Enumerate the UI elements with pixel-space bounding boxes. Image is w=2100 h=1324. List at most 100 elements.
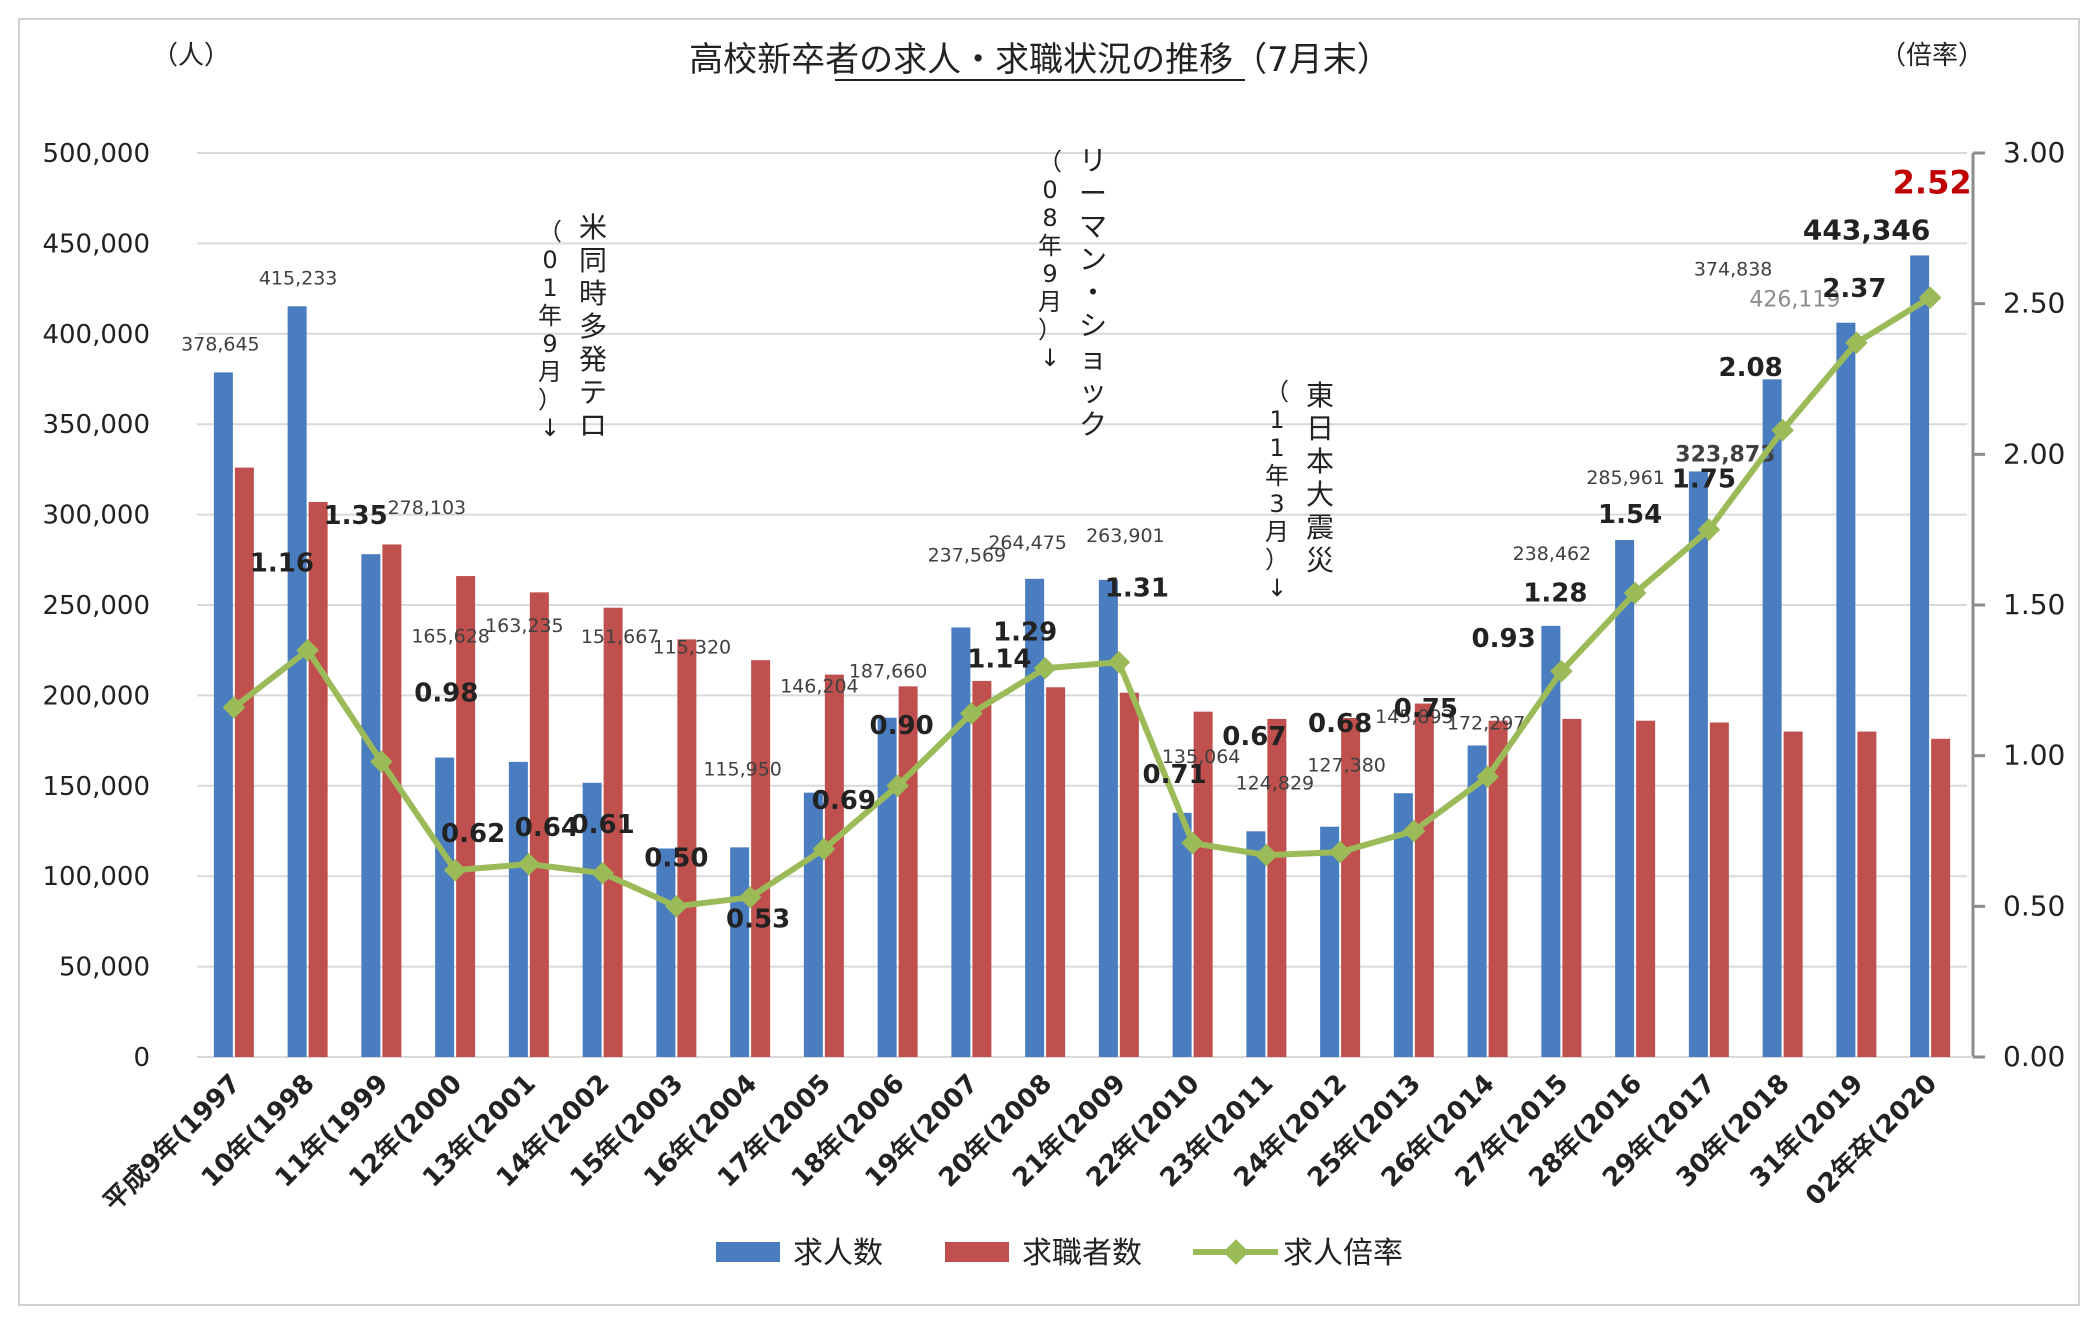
ratio-marker — [812, 837, 836, 861]
annotation-char: 大 — [1306, 478, 1334, 511]
x-tick-label: 02年卒(2020 — [1799, 1068, 1943, 1212]
y-tick-label: 150,000 — [42, 772, 150, 802]
bar-job-seekers — [456, 576, 476, 1057]
y-tick-label: 250,000 — [42, 591, 150, 621]
ratio-marker — [1623, 581, 1647, 605]
ratio-marker — [665, 895, 688, 918]
annotation-char: 本 — [1306, 445, 1334, 478]
bar-job-offers — [951, 627, 971, 1057]
bar-value-label: 127,380 — [1307, 755, 1386, 777]
bar-job-seekers — [1709, 722, 1729, 1057]
y-tick-label: 200,000 — [42, 681, 150, 711]
bar-value-label: 285,961 — [1586, 467, 1665, 489]
annotation-sub-char: ） — [1265, 546, 1289, 574]
bar-job-offers — [508, 761, 528, 1057]
bar-value-label: 426,119 — [1749, 288, 1840, 313]
y-tick-label: 0 — [133, 1043, 150, 1073]
annotation-sub-char: 9 — [1042, 260, 1057, 288]
ratio-marker — [1402, 819, 1426, 843]
ratio-marker — [960, 702, 983, 725]
ratio-value-label: 0.98 — [414, 679, 478, 709]
annotation-char: 多 — [579, 310, 607, 343]
bar-job-offers — [1615, 539, 1635, 1057]
annotation-char: 震 — [1306, 511, 1334, 544]
y-tick-label: 400,000 — [42, 320, 150, 350]
y2-tick-label: 0.50 — [2003, 889, 2065, 922]
ratio-value-label: 2.52 — [1893, 164, 1972, 202]
ratio-marker — [1328, 840, 1352, 864]
ratio-marker — [443, 858, 467, 882]
bar-job-seekers — [1636, 720, 1656, 1057]
bar-job-offers — [213, 372, 233, 1057]
ratio-value-label: 0.93 — [1472, 624, 1536, 654]
bar-job-offers — [1098, 579, 1118, 1057]
annotation-char: 災 — [1306, 544, 1334, 577]
bar-job-offers — [1910, 255, 1930, 1058]
bar-job-offers — [1541, 625, 1561, 1057]
bar-job-seekers — [1931, 738, 1951, 1057]
bar-job-seekers — [1783, 731, 1803, 1057]
legend-label-job-seekers: 求職者数 — [1022, 1236, 1142, 1271]
y2-tick-label: 2.00 — [2003, 437, 2065, 470]
ratio-value-label: 0.68 — [1308, 709, 1372, 739]
bar-job-offers — [1320, 826, 1340, 1057]
bar-value-label: 187,660 — [849, 661, 928, 683]
annotation-char: ・ — [1079, 276, 1107, 309]
annotation-sub-char: 1 — [542, 274, 557, 302]
bar-job-offers — [730, 847, 750, 1057]
bar-job-seekers — [1341, 718, 1361, 1057]
ratio-marker — [1550, 659, 1573, 683]
legend-label-ratio: 求人倍率 — [1283, 1236, 1403, 1271]
bar-value-label: 378,645 — [181, 333, 260, 355]
annotation-sub-char: 0 — [1042, 176, 1057, 204]
ratio-marker — [591, 861, 614, 885]
annotation-char: ッ — [1079, 375, 1107, 408]
annotation-sub-char: （ — [538, 218, 562, 246]
bar-job-seekers — [677, 639, 697, 1057]
ratio-marker — [1697, 518, 1721, 541]
annotation-char: 同 — [579, 244, 607, 277]
ratio-line — [232, 295, 1932, 910]
annotation-char: 発 — [579, 343, 607, 376]
ratio-value-label: 0.71 — [1143, 760, 1207, 790]
bar-job-seekers — [1414, 703, 1434, 1057]
ratio-value-label: 1.29 — [993, 617, 1057, 647]
ratio-marker — [1255, 843, 1278, 867]
bar-job-seekers — [898, 686, 918, 1057]
annotation-sub-char: （ — [1265, 378, 1289, 406]
bar-job-seekers — [603, 607, 623, 1057]
bar-value-label: 115,320 — [653, 637, 732, 659]
bar-job-offers — [361, 554, 381, 1057]
bar-job-seekers — [1119, 692, 1139, 1057]
ratio-marker — [1033, 656, 1057, 680]
chart-frame — [18, 18, 2080, 1306]
annotation-char: マ — [1079, 210, 1107, 243]
y2-tick-label: 0.00 — [2003, 1040, 2065, 1073]
ratio-value-label: 0.50 — [644, 843, 708, 873]
bar-job-offers — [1246, 831, 1266, 1057]
bar-value-label: 172,297 — [1447, 712, 1526, 734]
ratio-marker — [370, 750, 393, 774]
bar-value-label: 264,475 — [988, 532, 1067, 554]
ratio-marker — [517, 852, 541, 876]
bar-job-offers — [1762, 379, 1782, 1057]
ratio-value-label: 1.75 — [1672, 465, 1736, 495]
chart-title: 高校新卒者の求人・求職状況の推移（7月末） — [689, 40, 1391, 80]
bar-job-offers — [582, 782, 602, 1057]
annotation-sub-char: 年 — [538, 302, 562, 330]
bar-job-offers — [1393, 793, 1413, 1057]
annotation-sub-char: ↓ — [540, 414, 560, 442]
y2-tick-label: 2.50 — [2003, 287, 2065, 320]
bar-value-label: 135,064 — [1162, 746, 1241, 768]
annotation-sub-char: 8 — [1042, 204, 1057, 232]
annotation-sub-char: ） — [1038, 316, 1062, 344]
bar-value-label: 263,901 — [1086, 525, 1165, 547]
bar-job-seekers — [382, 544, 402, 1057]
annotation-char: ン — [1079, 243, 1107, 276]
annotation-char: 時 — [579, 277, 607, 310]
annotation-char: テ — [579, 376, 607, 409]
bar-job-offers — [435, 757, 455, 1057]
annotation-sub-char: 9 — [542, 330, 557, 358]
